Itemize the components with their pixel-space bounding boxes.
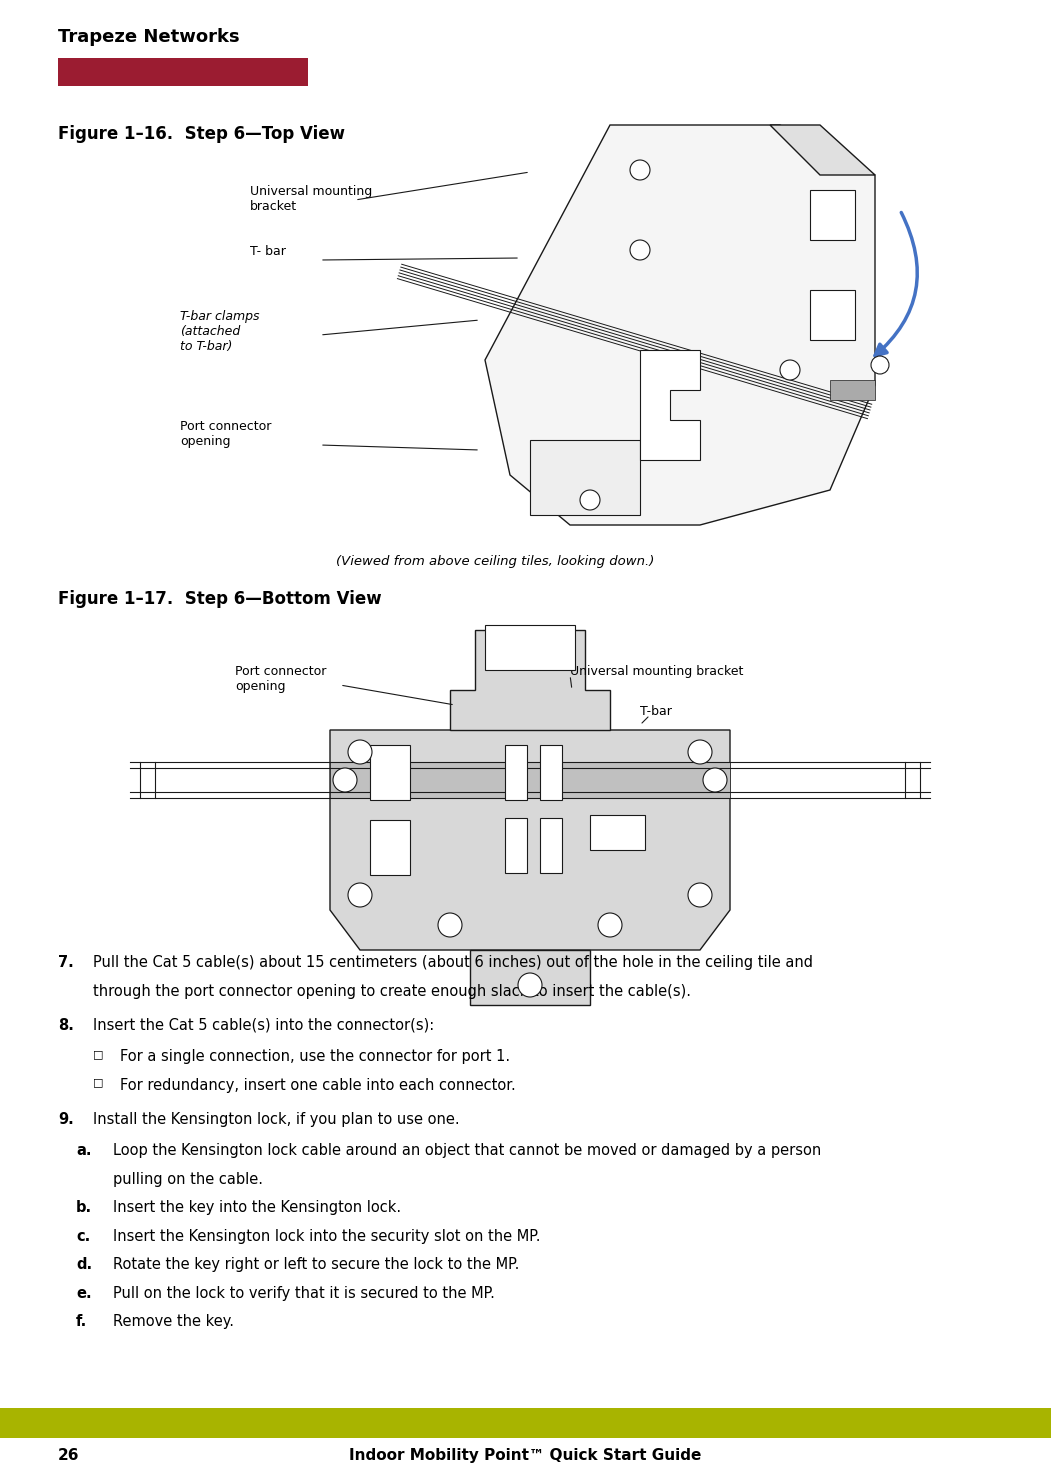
Circle shape xyxy=(333,768,357,792)
Polygon shape xyxy=(485,625,575,670)
Bar xyxy=(330,762,730,798)
Text: Indoor Mobility Point™ Quick Start Guide: Indoor Mobility Point™ Quick Start Guide xyxy=(349,1448,702,1463)
Bar xyxy=(504,818,527,872)
Bar xyxy=(58,59,308,86)
Text: For a single connection, use the connector for port 1.: For a single connection, use the connect… xyxy=(120,1050,510,1064)
Circle shape xyxy=(438,913,462,937)
Text: Pull on the lock to verify that it is secured to the MP.: Pull on the lock to verify that it is se… xyxy=(114,1286,495,1300)
Bar xyxy=(0,1407,1051,1438)
Circle shape xyxy=(348,740,372,764)
Text: Loop the Kensington lock cable around an object that cannot be moved or damaged : Loop the Kensington lock cable around an… xyxy=(114,1143,821,1158)
Bar xyxy=(504,745,527,800)
Text: pulling on the cable.: pulling on the cable. xyxy=(114,1171,263,1186)
Text: □: □ xyxy=(92,1050,103,1058)
Text: □: □ xyxy=(92,1078,103,1088)
Polygon shape xyxy=(640,350,700,460)
Text: 8.: 8. xyxy=(58,1017,74,1032)
Polygon shape xyxy=(485,125,875,525)
Text: f.: f. xyxy=(76,1314,87,1330)
Bar xyxy=(370,745,410,800)
Circle shape xyxy=(780,361,800,380)
Bar xyxy=(370,819,410,875)
Circle shape xyxy=(703,768,727,792)
Polygon shape xyxy=(770,125,875,174)
Text: e.: e. xyxy=(76,1286,91,1300)
Text: c.: c. xyxy=(76,1229,90,1243)
Text: through the port connector opening to create enough slack to insert the cable(s): through the port connector opening to cr… xyxy=(92,984,691,998)
Bar xyxy=(540,818,562,872)
Circle shape xyxy=(871,356,889,374)
Text: Remove the key.: Remove the key. xyxy=(114,1314,234,1330)
Polygon shape xyxy=(470,950,590,1006)
Text: Trapeze Networks: Trapeze Networks xyxy=(58,28,240,45)
Text: T-bar: T-bar xyxy=(640,705,672,718)
Text: 9.: 9. xyxy=(58,1111,74,1127)
Circle shape xyxy=(688,740,712,764)
Text: Pull the Cat 5 cable(s) about 15 centimeters (about 6 inches) out of the hole in: Pull the Cat 5 cable(s) about 15 centime… xyxy=(92,954,813,970)
Polygon shape xyxy=(830,380,875,400)
Text: Insert the Cat 5 cable(s) into the connector(s):: Insert the Cat 5 cable(s) into the conne… xyxy=(92,1017,434,1032)
Text: Figure 1–16.  Step 6—Top View: Figure 1–16. Step 6—Top View xyxy=(58,125,345,144)
Text: a.: a. xyxy=(76,1143,91,1158)
Text: 7.: 7. xyxy=(58,954,74,970)
Circle shape xyxy=(348,883,372,907)
Polygon shape xyxy=(810,191,856,240)
Polygon shape xyxy=(330,730,730,950)
Circle shape xyxy=(518,973,542,997)
Text: Universal mounting
bracket: Universal mounting bracket xyxy=(250,185,372,213)
Text: Figure 1–17.  Step 6—Bottom View: Figure 1–17. Step 6—Bottom View xyxy=(58,589,382,608)
Polygon shape xyxy=(450,630,610,730)
Text: Rotate the key right or left to secure the lock to the MP.: Rotate the key right or left to secure t… xyxy=(114,1258,519,1272)
Circle shape xyxy=(598,913,622,937)
Circle shape xyxy=(630,160,650,180)
Text: Universal mounting bracket: Universal mounting bracket xyxy=(570,666,743,677)
Bar xyxy=(540,745,562,800)
Text: (Viewed from above ceiling tiles, looking down.): (Viewed from above ceiling tiles, lookin… xyxy=(336,556,655,567)
Text: Port connector
opening: Port connector opening xyxy=(180,419,271,449)
Circle shape xyxy=(580,490,600,510)
Circle shape xyxy=(630,240,650,259)
Text: b.: b. xyxy=(76,1201,92,1215)
Polygon shape xyxy=(810,290,856,340)
Bar xyxy=(590,815,645,850)
Circle shape xyxy=(688,883,712,907)
Text: For redundancy, insert one cable into each connector.: For redundancy, insert one cable into ea… xyxy=(120,1078,516,1092)
Text: 26: 26 xyxy=(58,1448,80,1463)
Text: Install the Kensington lock, if you plan to use one.: Install the Kensington lock, if you plan… xyxy=(92,1111,459,1127)
Text: Insert the key into the Kensington lock.: Insert the key into the Kensington lock. xyxy=(114,1201,401,1215)
Polygon shape xyxy=(530,440,640,515)
Text: T- bar: T- bar xyxy=(250,245,286,258)
Text: d.: d. xyxy=(76,1258,92,1272)
Text: Insert the Kensington lock into the security slot on the MP.: Insert the Kensington lock into the secu… xyxy=(114,1229,540,1243)
Text: T-bar clamps
(attached
to T-bar): T-bar clamps (attached to T-bar) xyxy=(180,309,260,353)
Text: Port connector
opening: Port connector opening xyxy=(235,666,327,693)
